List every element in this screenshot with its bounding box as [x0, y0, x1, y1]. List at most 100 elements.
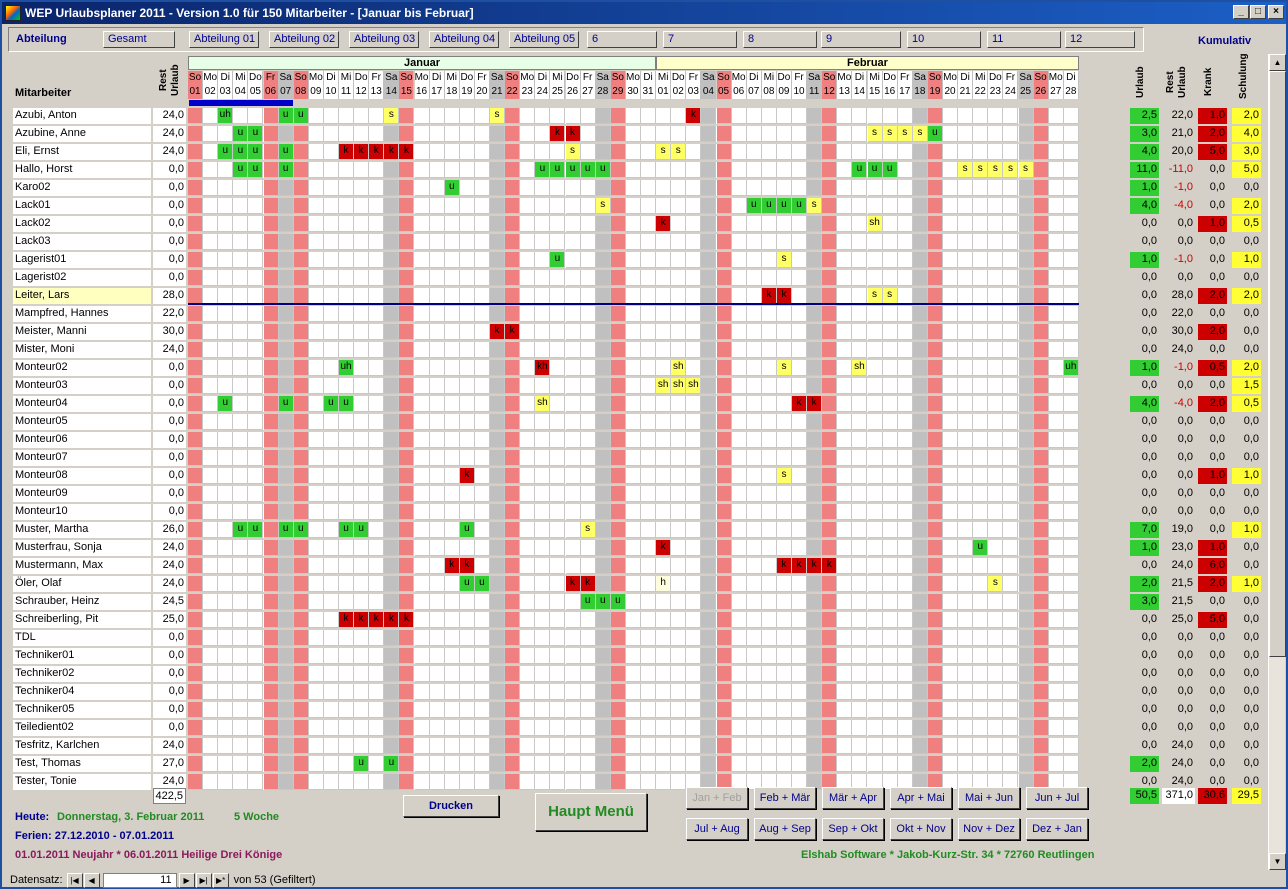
day-cell[interactable] — [656, 180, 672, 196]
day-cell[interactable] — [580, 432, 596, 448]
day-cell[interactable] — [912, 144, 928, 160]
day-cell[interactable] — [339, 342, 355, 358]
employee-name[interactable]: Monteur06 — [13, 432, 151, 448]
day-cell[interactable] — [761, 162, 777, 178]
day-cell[interactable] — [897, 378, 913, 394]
day-cell[interactable] — [293, 612, 309, 628]
day-cell[interactable] — [671, 666, 687, 682]
day-cell[interactable] — [520, 288, 536, 304]
day-cell[interactable] — [323, 648, 339, 664]
day-cell[interactable] — [203, 126, 219, 142]
day-cell[interactable] — [973, 612, 989, 628]
day-cell[interactable] — [701, 108, 717, 124]
day-cell[interactable] — [354, 108, 370, 124]
day-cell[interactable]: s — [384, 108, 400, 124]
day-cell[interactable] — [671, 180, 687, 196]
day-cell[interactable] — [595, 306, 611, 322]
day-cell[interactable] — [308, 378, 324, 394]
day-cell[interactable]: u — [339, 522, 355, 538]
employee-name[interactable]: Techniker01 — [13, 648, 151, 664]
day-cell[interactable] — [746, 648, 762, 664]
day-cell[interactable] — [384, 774, 400, 790]
day-cell[interactable] — [308, 162, 324, 178]
day-cell[interactable] — [746, 576, 762, 592]
day-cell[interactable] — [701, 450, 717, 466]
day-cell[interactable] — [1003, 576, 1019, 592]
tab-8[interactable]: 7 — [663, 31, 737, 48]
day-cell[interactable]: sh — [656, 378, 672, 394]
day-cell[interactable] — [701, 684, 717, 700]
day-cell[interactable] — [233, 612, 249, 628]
day-cell[interactable] — [701, 342, 717, 358]
day-cell[interactable] — [505, 720, 521, 736]
day-cell[interactable] — [505, 450, 521, 466]
day-cell[interactable] — [308, 738, 324, 754]
day-cell[interactable] — [505, 180, 521, 196]
day-cell[interactable] — [595, 270, 611, 286]
day-cell[interactable] — [761, 720, 777, 736]
employee-name[interactable]: Tester, Tonie — [13, 774, 151, 790]
day-cell[interactable] — [746, 270, 762, 286]
day-cell[interactable] — [807, 342, 823, 358]
day-cell[interactable] — [248, 774, 264, 790]
day-cell[interactable] — [248, 270, 264, 286]
day-cell[interactable] — [474, 342, 490, 358]
day-cell[interactable] — [988, 666, 1004, 682]
day-cell[interactable] — [323, 342, 339, 358]
day-cell[interactable] — [1063, 198, 1079, 214]
day-cell[interactable] — [610, 684, 626, 700]
day-cell[interactable] — [641, 108, 657, 124]
day-cell[interactable] — [188, 522, 204, 538]
day-cell[interactable] — [1033, 558, 1049, 574]
day-cell[interactable] — [852, 720, 868, 736]
day-cell[interactable] — [339, 234, 355, 250]
day-cell[interactable] — [852, 306, 868, 322]
day-cell[interactable] — [927, 180, 943, 196]
day-cell[interactable] — [1048, 594, 1064, 610]
day-cell[interactable] — [308, 558, 324, 574]
day-cell[interactable] — [278, 666, 294, 682]
day-cell[interactable]: u — [535, 162, 551, 178]
day-cell[interactable] — [1033, 324, 1049, 340]
day-cell[interactable] — [882, 324, 898, 340]
day-cell[interactable] — [459, 720, 475, 736]
day-cell[interactable] — [1018, 252, 1034, 268]
day-cell[interactable] — [776, 738, 792, 754]
day-cell[interactable] — [761, 522, 777, 538]
day-cell[interactable] — [339, 252, 355, 268]
day-cell[interactable] — [474, 486, 490, 502]
day-cell[interactable] — [233, 270, 249, 286]
day-cell[interactable] — [837, 558, 853, 574]
day-cell[interactable] — [339, 774, 355, 790]
day-cell[interactable] — [354, 396, 370, 412]
day-cell[interactable] — [308, 252, 324, 268]
day-cell[interactable] — [822, 288, 838, 304]
day-cell[interactable] — [474, 252, 490, 268]
day-cell[interactable] — [867, 468, 883, 484]
day-cell[interactable] — [973, 216, 989, 232]
day-cell[interactable] — [807, 738, 823, 754]
day-cell[interactable] — [625, 216, 641, 232]
day-cell[interactable] — [852, 756, 868, 772]
day-cell[interactable] — [444, 414, 460, 430]
day-cell[interactable] — [384, 180, 400, 196]
day-cell[interactable]: u — [973, 540, 989, 556]
day-cell[interactable] — [943, 324, 959, 340]
day-cell[interactable] — [278, 126, 294, 142]
day-cell[interactable] — [354, 666, 370, 682]
day-cell[interactable] — [595, 666, 611, 682]
day-cell[interactable] — [882, 756, 898, 772]
day-cell[interactable] — [897, 198, 913, 214]
day-cell[interactable] — [1048, 486, 1064, 502]
day-cell[interactable] — [746, 540, 762, 556]
day-cell[interactable] — [958, 144, 974, 160]
day-cell[interactable] — [822, 468, 838, 484]
day-cell[interactable] — [656, 630, 672, 646]
day-cell[interactable] — [339, 684, 355, 700]
day-cell[interactable] — [1048, 450, 1064, 466]
day-cell[interactable] — [973, 126, 989, 142]
day-cell[interactable] — [656, 342, 672, 358]
day-cell[interactable] — [444, 306, 460, 322]
day-cell[interactable] — [233, 738, 249, 754]
day-cell[interactable] — [399, 468, 415, 484]
